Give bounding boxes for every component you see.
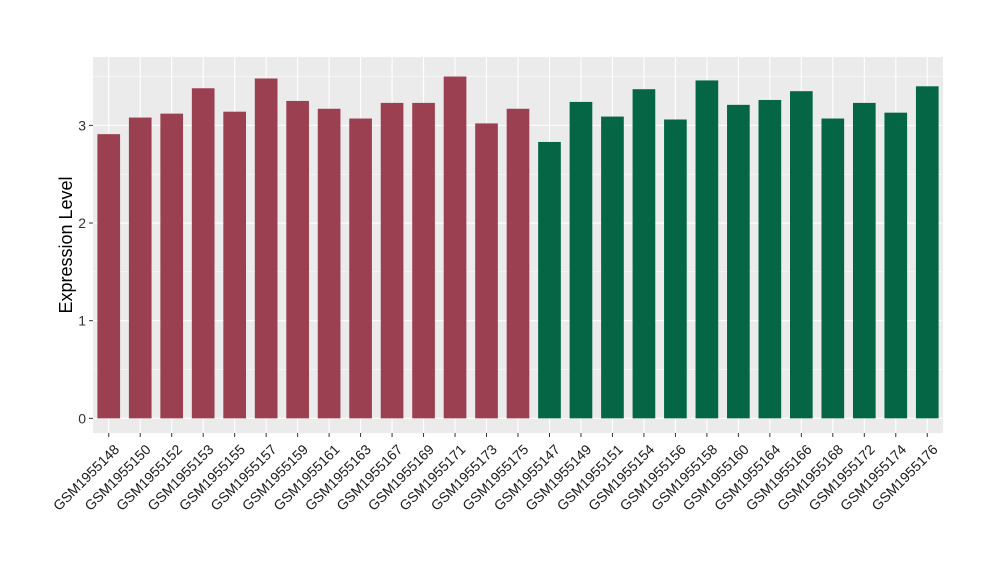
y-tick-label: 1 [78, 313, 86, 329]
bar-GSM1955171 [443, 76, 467, 419]
bar-GSM1955154 [632, 89, 656, 419]
bar-GSM1955156 [664, 119, 687, 419]
bar-GSM1955153 [191, 88, 215, 419]
bar-GSM1955175 [506, 108, 530, 419]
bar-GSM1955167 [380, 102, 404, 419]
bar-GSM1955173 [475, 123, 498, 419]
bar-GSM1955164 [758, 99, 782, 419]
bar-GSM1955163 [349, 118, 372, 419]
bar-GSM1955159 [286, 100, 309, 419]
y-axis: 0 1 2 3 [78, 117, 93, 426]
y-axis-title: Expression Level [56, 176, 76, 313]
bar-GSM1955151 [601, 116, 624, 419]
bar-GSM1955166 [790, 91, 813, 419]
bar-GSM1955168 [821, 118, 845, 419]
bar-GSM1955174 [884, 112, 908, 419]
y-tick-label: 2 [78, 215, 86, 231]
bar-GSM1955169 [412, 102, 435, 419]
bar-GSM1955157 [254, 78, 278, 419]
y-tick-label: 3 [78, 117, 86, 133]
bar-GSM1955172 [852, 102, 876, 419]
bar-GSM1955149 [569, 101, 593, 419]
bar-GSM1955150 [128, 117, 152, 419]
bar-GSM1955148 [97, 134, 121, 419]
bar-GSM1955160 [727, 104, 750, 419]
bar-GSM1955158 [695, 80, 719, 419]
bar-GSM1955176 [915, 86, 939, 419]
bar-GSM1955161 [317, 108, 341, 419]
bar-GSM1955147 [538, 141, 561, 419]
bar-GSM1955155 [223, 111, 246, 419]
y-tick-label: 0 [78, 410, 86, 426]
bar-GSM1955152 [160, 113, 184, 419]
x-axis: GSM1955148GSM1955150GSM1955152GSM1955153… [50, 433, 941, 514]
bars [97, 76, 939, 419]
